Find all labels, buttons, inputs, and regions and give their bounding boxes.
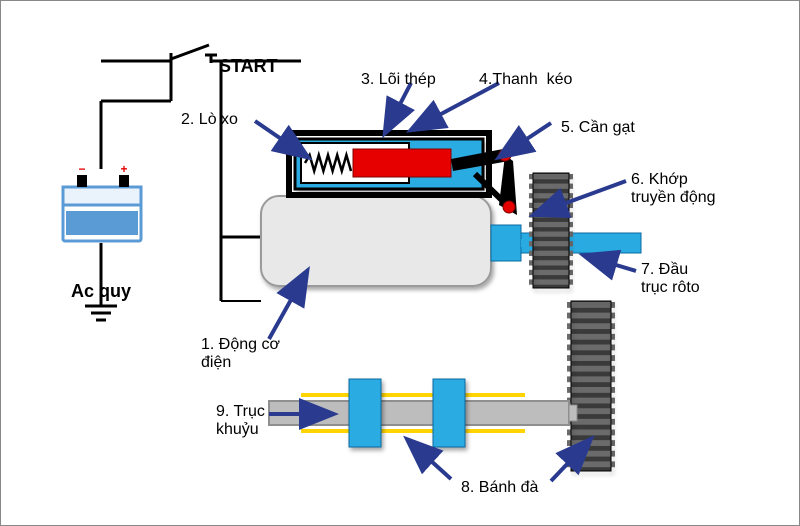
label-l9: 9. Trục khuỷu [216,403,265,440]
label-l1: 1. Động cơ điện [201,336,280,373]
label-l3: 3. Lõi thép [361,71,436,89]
label-l6: 6. Khớp truyền động [631,171,716,208]
svg-text:+: + [120,162,127,176]
label-l4: 4.Thanh kéo [479,71,572,89]
label-l7: 7. Đầu trục rôto [641,261,700,298]
svg-text:−: − [78,162,85,176]
label-l2: 2. Lò xo [181,111,238,129]
label-battery: Ac quy [71,281,131,302]
label-start: START [219,56,278,77]
diagram-stage: − + START Ac quy 1. Động cơ điện 2. Lò xo 3. … [0,0,800,526]
label-l5: 5. Cần gạt [561,119,635,137]
label-l8: 8. Bánh đà [461,479,538,497]
